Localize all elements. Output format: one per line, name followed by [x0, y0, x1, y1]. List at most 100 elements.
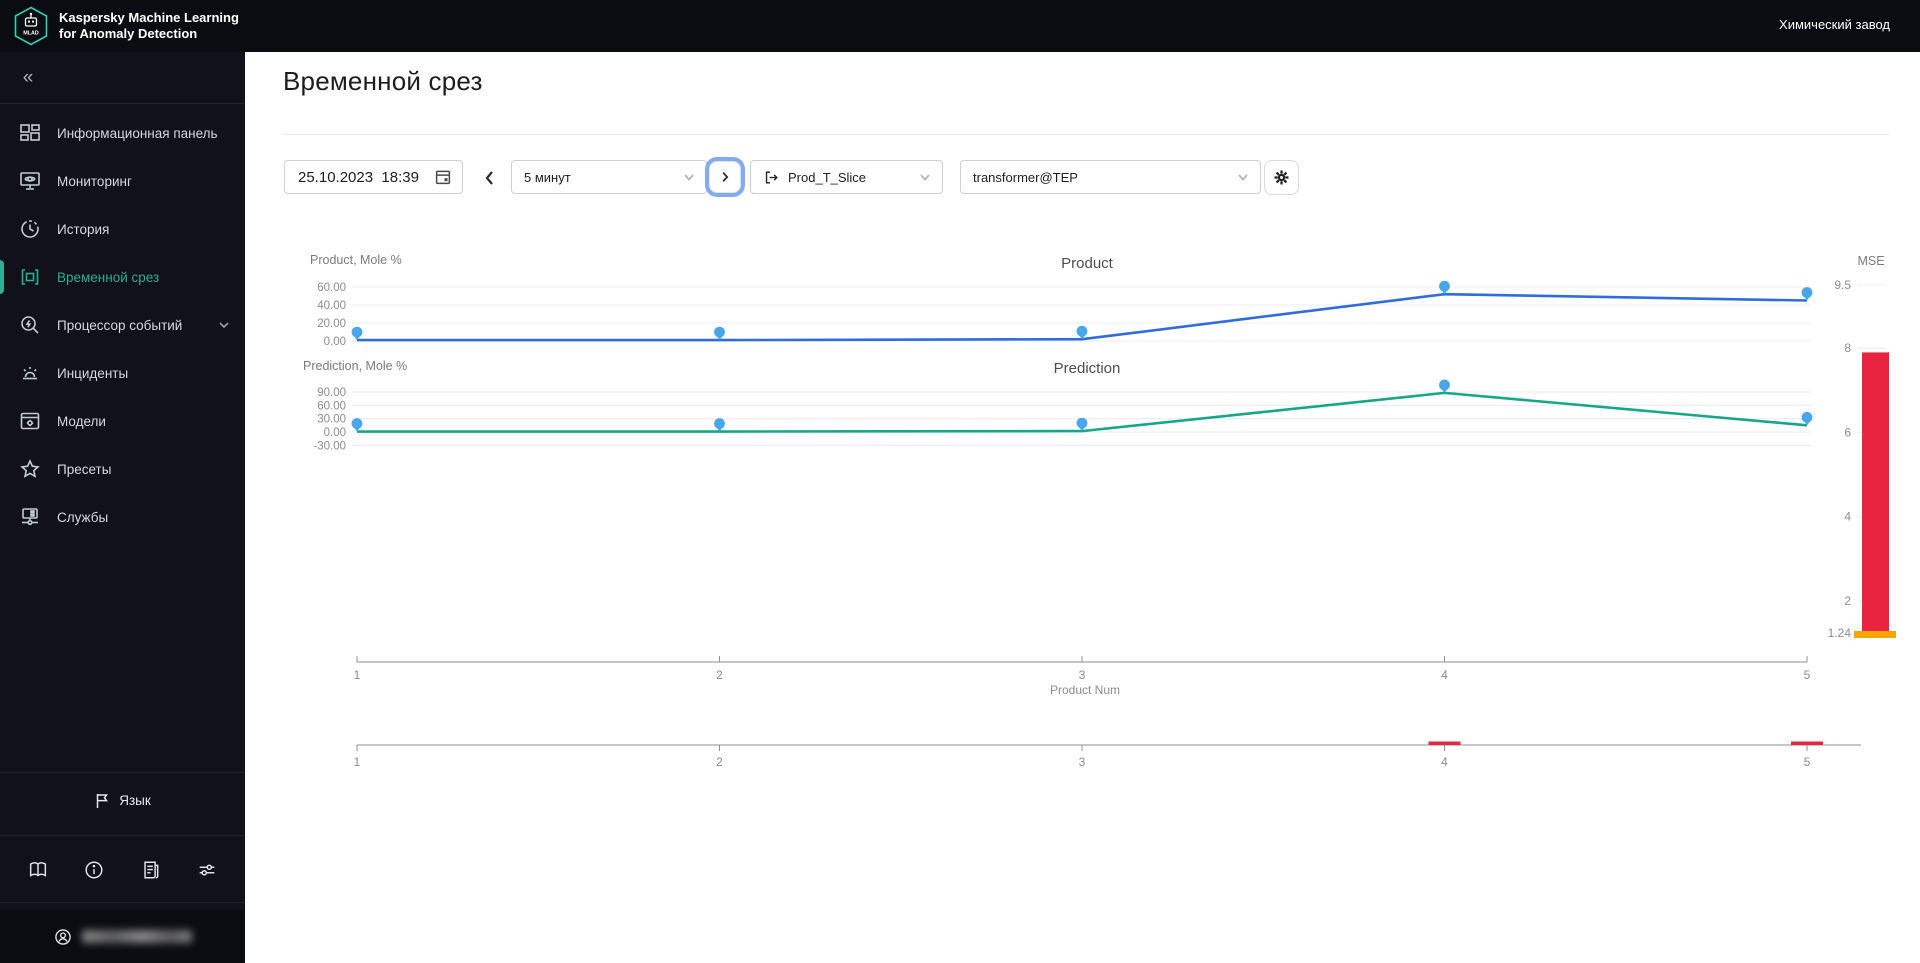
- sidebar-item-history[interactable]: История: [0, 205, 245, 253]
- chevron-down-icon: [920, 174, 930, 181]
- x-tick-label: 5: [1804, 668, 1811, 682]
- data-point-marker[interactable]: [715, 426, 724, 432]
- user-account-row[interactable]: [0, 858, 245, 963]
- data-point-marker[interactable]: [714, 418, 725, 429]
- next-interval-button[interactable]: [709, 161, 741, 193]
- y-tick-label: 30.00: [317, 414, 346, 426]
- settings-sliders-icon[interactable]: [196, 859, 218, 881]
- anomaly-mark[interactable]: [1428, 741, 1461, 746]
- info-icon[interactable]: [83, 859, 105, 881]
- sidebar-item-incidents[interactable]: Инциденты: [0, 349, 245, 397]
- chevron-down-icon: [684, 174, 694, 181]
- data-point-marker[interactable]: [715, 334, 724, 341]
- monitoring-icon: [20, 172, 40, 190]
- previous-interval-button[interactable]: [479, 167, 501, 189]
- top-bar: MLAD Kaspersky Machine Learning for Anom…: [0, 0, 1920, 52]
- slice-select[interactable]: Prod_T_Slice: [750, 160, 943, 194]
- language-label: Язык: [119, 792, 151, 808]
- history-icon: [21, 220, 39, 238]
- active-indicator: [0, 260, 4, 294]
- mse-tick-label: 1.24: [1828, 626, 1852, 640]
- user-icon: [55, 928, 71, 945]
- flag-icon: [96, 793, 109, 808]
- interval-select[interactable]: 5 минут: [511, 160, 707, 194]
- language-button[interactable]: Язык: [0, 780, 245, 820]
- mse-bar[interactable]: [1862, 352, 1889, 633]
- data-point-marker[interactable]: [1440, 387, 1449, 393]
- time-slice-icon: [21, 269, 39, 285]
- mse-tick-label: 9.5: [1834, 278, 1851, 292]
- navigator-tick-label: 2: [716, 755, 723, 769]
- services-icon: [22, 508, 38, 526]
- sidebar-collapse-button[interactable]: «: [22, 67, 34, 88]
- anomaly-mark[interactable]: [1791, 741, 1823, 746]
- data-point-marker[interactable]: [1076, 417, 1088, 429]
- chevron-down-icon: [219, 322, 229, 329]
- chevron-down-icon: [1238, 174, 1248, 181]
- product-chart-title: Product: [1061, 255, 1114, 272]
- y-tick-label: 90.00: [317, 387, 346, 399]
- main-content: Временной срез 25.10.2023 18:39 5 минут: [245, 52, 1920, 963]
- y-tick-label: 40.00: [317, 300, 346, 312]
- data-point-marker[interactable]: [1803, 295, 1811, 301]
- y-tick-label: 20.00: [317, 318, 346, 330]
- mse-tick-label: 2: [1844, 594, 1851, 608]
- y-tick-label: -30.00: [313, 440, 346, 452]
- mse-tick-label: 8: [1844, 341, 1851, 355]
- data-point-marker[interactable]: [1801, 287, 1813, 298]
- data-point-marker[interactable]: [353, 334, 361, 341]
- event-processor-icon: [21, 316, 39, 334]
- data-point-marker[interactable]: [1439, 280, 1450, 292]
- prediction-chart-title: Prediction: [1054, 360, 1121, 377]
- chevron-right-icon: [722, 172, 729, 182]
- sidebar-item-models[interactable]: Модели: [0, 397, 245, 445]
- navigator-tick-label: 3: [1079, 755, 1086, 769]
- data-point-marker[interactable]: [1078, 425, 1086, 432]
- sidebar-item-event-processor[interactable]: Процессор событий: [0, 301, 245, 349]
- news-icon[interactable]: [140, 859, 162, 881]
- datetime-value: 25.10.2023 18:39: [298, 168, 419, 186]
- x-axis-title: Product Num: [1050, 683, 1120, 697]
- data-point-marker[interactable]: [353, 426, 361, 432]
- app-title: Kaspersky Machine Learning for Anomaly D…: [59, 10, 239, 41]
- page-title: Временной срез: [283, 66, 483, 96]
- model-select[interactable]: transformer@TEP: [960, 160, 1261, 194]
- y-tick-label: 60.00: [317, 400, 346, 412]
- sidebar: « Информационная панель Мониторинг Истор…: [0, 52, 245, 963]
- incidents-icon: [23, 367, 37, 380]
- datetime-input[interactable]: 25.10.2023 18:39: [284, 160, 463, 194]
- y-tick-label: 0.00: [324, 427, 346, 439]
- data-point-marker[interactable]: [1801, 411, 1813, 423]
- data-point-marker[interactable]: [1439, 379, 1450, 391]
- data-point-marker[interactable]: [1440, 289, 1449, 295]
- dashboard-icon: [20, 124, 40, 141]
- sidebar-item-dashboard[interactable]: Информационная панель: [0, 109, 245, 157]
- user-email-redacted: [82, 930, 192, 943]
- sidebar-nav: Информационная панель Мониторинг История: [0, 109, 245, 541]
- data-point-marker[interactable]: [1078, 334, 1086, 340]
- organization-name: Химический завод: [1779, 17, 1890, 32]
- mlad-hexagon-logo-icon: MLAD: [14, 6, 48, 46]
- data-point-marker[interactable]: [351, 326, 363, 338]
- chart-settings-button[interactable]: [1264, 160, 1299, 195]
- data-point-marker[interactable]: [351, 418, 363, 429]
- y-tick-label: 60.00: [317, 282, 346, 294]
- slice-value: Prod_T_Slice: [788, 169, 867, 185]
- data-point-marker[interactable]: [714, 326, 725, 338]
- divider: [0, 772, 245, 773]
- data-point-marker[interactable]: [1803, 420, 1811, 426]
- sidebar-footer-icons: [10, 847, 235, 893]
- sidebar-item-time-slice[interactable]: Временной срез: [0, 253, 245, 301]
- navigator-tick-label: 4: [1441, 755, 1448, 769]
- sidebar-item-services[interactable]: Службы: [0, 493, 245, 541]
- mse-threshold-marker: [1854, 631, 1896, 638]
- x-tick-label: 2: [716, 668, 723, 682]
- mse-tick-label: 6: [1844, 425, 1851, 439]
- sidebar-item-presets[interactable]: Пресеты: [0, 445, 245, 493]
- mse-title: MSE: [1857, 254, 1884, 268]
- documentation-icon[interactable]: [27, 859, 49, 881]
- sidebar-item-monitoring[interactable]: Мониторинг: [0, 157, 245, 205]
- x-tick-label: 1: [354, 668, 361, 682]
- data-point-marker[interactable]: [1076, 325, 1088, 337]
